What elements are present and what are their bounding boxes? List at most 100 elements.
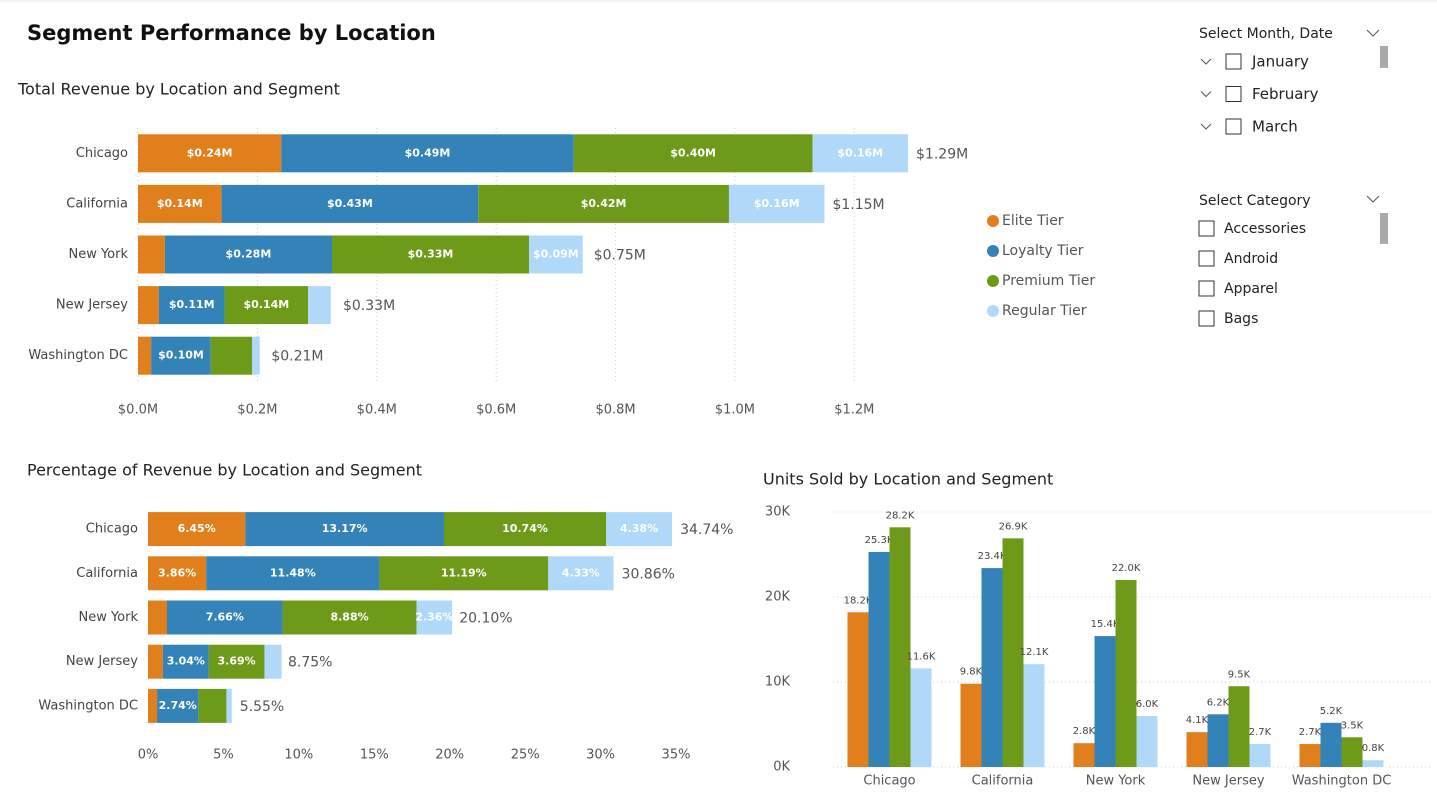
category-label: Washington DC bbox=[28, 348, 128, 363]
data-label: 4.1K bbox=[1186, 715, 1209, 726]
expand-chevron[interactable] bbox=[1200, 91, 1212, 98]
bar-segment bbox=[282, 600, 417, 635]
data-label: 3.04% bbox=[167, 655, 205, 668]
x-tick-label: $0.4M bbox=[357, 403, 397, 418]
total-label: $0.75M bbox=[594, 248, 646, 264]
checkbox[interactable] bbox=[1198, 250, 1215, 267]
bar-segment bbox=[226, 688, 232, 723]
dropdown-chevron[interactable] bbox=[1366, 195, 1380, 203]
data-label: 9.8K bbox=[960, 667, 983, 678]
data-label: 26.9K bbox=[999, 521, 1028, 532]
x-tick-label: 5% bbox=[213, 748, 234, 763]
data-label: $0.40M bbox=[670, 146, 716, 159]
bar-segment bbox=[728, 184, 825, 223]
data-label: 8.88% bbox=[330, 611, 368, 624]
x-tick-label: $0.0M bbox=[118, 403, 158, 418]
total-label: $1.29M bbox=[916, 146, 968, 162]
total-label: $0.21M bbox=[271, 349, 323, 365]
data-label: 18.2K bbox=[844, 595, 873, 606]
page-title: Segment Performance by Location bbox=[27, 21, 436, 45]
slicer-item[interactable]: March bbox=[1252, 118, 1298, 136]
data-label: 15.4K bbox=[1091, 619, 1120, 630]
checkbox[interactable] bbox=[1225, 118, 1242, 135]
legend-marker[interactable] bbox=[987, 245, 999, 257]
legend-label[interactable]: Loyalty Tier bbox=[1002, 243, 1084, 259]
bar-segment bbox=[332, 235, 529, 274]
bar bbox=[1299, 744, 1321, 767]
bar-segment bbox=[158, 286, 225, 325]
total-label: 30.86% bbox=[622, 566, 675, 582]
checkbox[interactable] bbox=[1225, 53, 1242, 70]
slicer-item[interactable]: Android bbox=[1224, 251, 1278, 267]
data-label: $0.09M bbox=[533, 248, 579, 261]
data-label: 4.33% bbox=[562, 566, 600, 579]
checkbox[interactable] bbox=[1198, 280, 1215, 297]
data-label: 23.4K bbox=[978, 551, 1007, 562]
total-label: 34.74% bbox=[680, 522, 733, 538]
scrollbar bbox=[1380, 46, 1388, 68]
bar-segment bbox=[210, 336, 253, 375]
x-tick-label: 10% bbox=[284, 748, 313, 763]
checkbox[interactable] bbox=[1225, 86, 1242, 102]
legend-marker[interactable] bbox=[987, 275, 999, 287]
bar-segment bbox=[167, 600, 283, 635]
expand-chevron[interactable] bbox=[1200, 58, 1212, 65]
checkbox[interactable] bbox=[1198, 310, 1215, 327]
data-label: 12.1K bbox=[1020, 647, 1049, 658]
legend-marker[interactable] bbox=[987, 215, 999, 227]
bar-segment bbox=[157, 688, 199, 723]
legend-marker[interactable] bbox=[987, 305, 999, 317]
x-tick-label: 30% bbox=[586, 748, 615, 763]
category-label: New Jersey bbox=[66, 654, 138, 669]
data-label: 5.2K bbox=[1320, 706, 1343, 717]
slicer-item[interactable]: February bbox=[1252, 85, 1319, 103]
slicer-title: Select Category bbox=[1199, 193, 1311, 209]
bar-segment bbox=[606, 512, 673, 547]
bar-segment bbox=[164, 235, 332, 274]
bar bbox=[1023, 664, 1045, 767]
data-label: 6.45% bbox=[178, 522, 216, 535]
category-label: New Jersey bbox=[56, 298, 128, 313]
bar bbox=[847, 612, 869, 767]
slicer-item[interactable]: Bags bbox=[1224, 311, 1258, 327]
category-label: California bbox=[76, 566, 138, 581]
bar-segment bbox=[528, 235, 583, 274]
x-tick-label: New Jersey bbox=[1192, 774, 1264, 789]
bar bbox=[981, 568, 1003, 767]
x-tick-label: New York bbox=[1086, 774, 1146, 789]
bar-segment bbox=[148, 512, 246, 547]
data-label: $0.24M bbox=[187, 146, 233, 159]
category-label: New York bbox=[68, 247, 128, 262]
category-label: Washington DC bbox=[38, 698, 138, 713]
dropdown-chevron[interactable] bbox=[1366, 29, 1380, 37]
bar-segment bbox=[206, 556, 380, 591]
x-tick-label: 20% bbox=[435, 748, 464, 763]
expand-chevron[interactable] bbox=[1200, 123, 1212, 130]
bar-segment bbox=[208, 644, 265, 679]
legend-label[interactable]: Elite Tier bbox=[1002, 213, 1064, 229]
slicer-item[interactable]: Accessories bbox=[1224, 221, 1306, 237]
total-label: 20.10% bbox=[459, 611, 512, 627]
bar bbox=[910, 668, 932, 767]
x-tick-label: Chicago bbox=[863, 774, 915, 789]
category-label: California bbox=[66, 196, 128, 211]
checkbox[interactable] bbox=[1198, 220, 1215, 237]
data-label: 2.8K bbox=[1073, 726, 1096, 737]
x-tick-label: $1.2M bbox=[834, 403, 874, 418]
slicer-item[interactable]: January bbox=[1251, 53, 1309, 71]
bar-segment bbox=[151, 336, 211, 375]
data-label: $0.10M bbox=[158, 349, 204, 362]
bar bbox=[1073, 743, 1095, 767]
bar-segment bbox=[416, 600, 453, 635]
bar bbox=[1320, 722, 1342, 767]
data-label: 3.69% bbox=[218, 655, 256, 668]
bar-segment bbox=[148, 688, 158, 723]
legend-label[interactable]: Regular Tier bbox=[1002, 303, 1087, 319]
legend-label[interactable]: Premium Tier bbox=[1002, 273, 1095, 289]
y-tick-label: 10K bbox=[765, 675, 791, 690]
bar bbox=[1115, 580, 1137, 767]
x-tick-label: California bbox=[972, 774, 1034, 789]
slicer-item[interactable]: Apparel bbox=[1224, 281, 1278, 297]
bar-segment bbox=[148, 644, 163, 679]
